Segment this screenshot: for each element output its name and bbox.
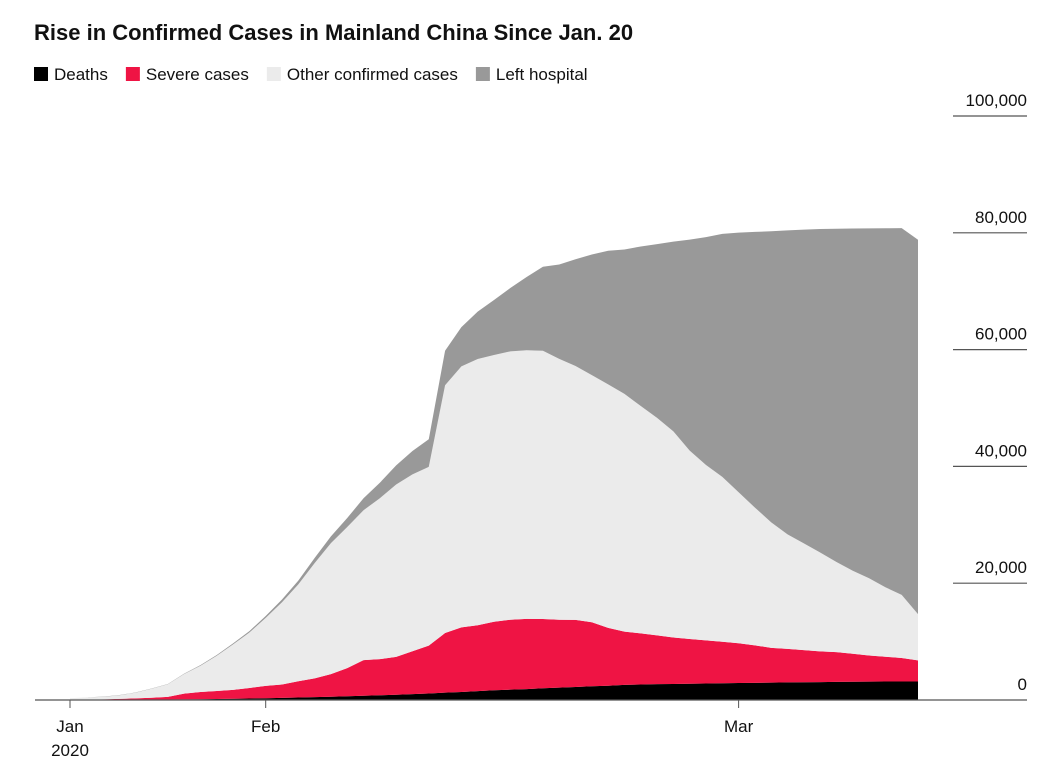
legend-label: Deaths <box>54 65 108 84</box>
legend: Deaths Severe cases Other confirmed cases L… <box>34 65 588 84</box>
y-tick-label: 80,000 <box>975 208 1027 227</box>
legend-swatch <box>125 67 140 81</box>
area <box>70 350 918 700</box>
x-tick-label: Mar <box>724 717 754 736</box>
legend-label: Other confirmed cases <box>287 65 458 84</box>
legend-label: Left hospital <box>496 65 588 84</box>
area <box>70 681 918 700</box>
x-year-label: 2020 <box>51 741 89 760</box>
y-tick-label: 0 <box>1018 675 1027 694</box>
y-tick-label: 20,000 <box>975 558 1027 577</box>
area <box>70 618 918 700</box>
legend-swatch <box>475 67 490 81</box>
y-tick-label: 60,000 <box>975 325 1027 344</box>
area <box>70 228 918 699</box>
chart-title: Rise in Confirmed Cases in Mainland Chin… <box>34 20 633 45</box>
legend-label: Severe cases <box>146 65 249 84</box>
x-tick-label: Feb <box>251 717 280 736</box>
y-tick-label: 40,000 <box>975 441 1027 460</box>
y-tick-label: 100,000 <box>966 91 1027 110</box>
x-tick-label: Jan <box>56 717 83 736</box>
legend-swatch <box>266 67 281 81</box>
legend-swatch <box>34 67 48 81</box>
